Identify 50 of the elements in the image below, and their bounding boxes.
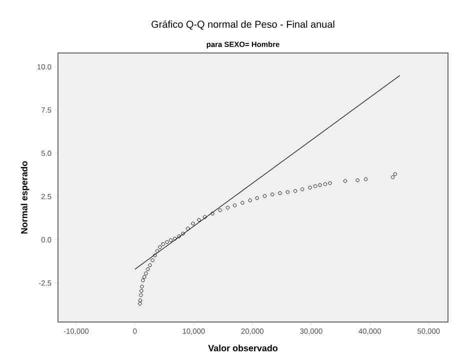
point <box>140 284 144 288</box>
point <box>153 254 157 258</box>
point <box>197 218 201 222</box>
point <box>142 275 146 279</box>
point <box>308 186 312 190</box>
point <box>318 183 322 187</box>
point <box>300 187 304 192</box>
point <box>210 212 214 216</box>
point <box>232 204 237 208</box>
point <box>181 232 185 236</box>
point <box>364 177 368 182</box>
point <box>240 200 244 205</box>
point <box>393 172 397 176</box>
point <box>168 238 173 242</box>
y-axis-title: Normal esperado <box>20 161 30 234</box>
point <box>146 267 150 272</box>
point <box>165 240 169 244</box>
point <box>278 191 282 195</box>
point <box>177 234 181 238</box>
point <box>155 249 160 253</box>
point <box>202 215 207 219</box>
x-axis-title: Valor observado <box>208 344 278 352</box>
point <box>158 245 162 249</box>
point <box>144 272 148 276</box>
point <box>270 192 274 196</box>
point <box>262 194 267 198</box>
point <box>390 175 395 180</box>
point <box>226 206 230 210</box>
point <box>138 302 142 306</box>
point <box>191 222 195 226</box>
point <box>150 258 154 262</box>
point <box>138 293 143 298</box>
point <box>356 178 360 182</box>
point <box>255 196 259 200</box>
point <box>141 278 145 282</box>
chart-title: Gráfico Q-Q normal de Peso - Final anual <box>152 20 334 30</box>
point <box>140 289 144 293</box>
point <box>323 182 328 186</box>
point <box>343 179 348 183</box>
point <box>186 226 190 230</box>
point <box>286 190 290 194</box>
point <box>173 236 177 240</box>
point <box>313 184 318 188</box>
point <box>161 242 165 246</box>
point <box>328 181 332 185</box>
point <box>218 208 222 212</box>
point <box>293 189 298 193</box>
point <box>138 298 142 302</box>
point <box>248 198 252 202</box>
point <box>148 263 152 268</box>
